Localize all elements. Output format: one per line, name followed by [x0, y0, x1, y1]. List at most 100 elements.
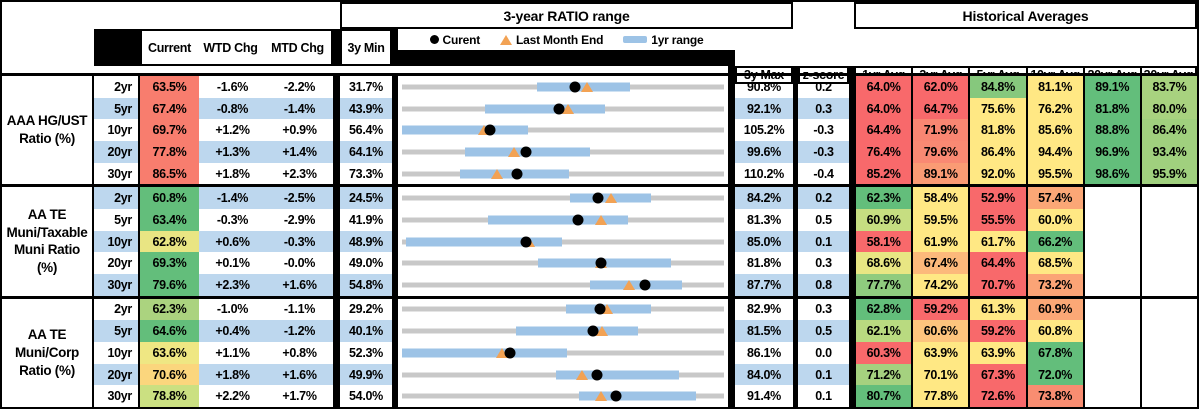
col-header-3y-max: 3y Max	[735, 66, 793, 84]
col-header-3y-min: 3y Min	[340, 29, 392, 66]
avg-cell: 62.1%	[854, 320, 912, 342]
avg-cell	[1139, 363, 1197, 386]
mtd-chg-cell: -2.9%	[283, 212, 316, 227]
divider	[392, 119, 398, 142]
z-score-cell: 0.3	[815, 302, 832, 317]
table-row: 20yr 77.8% +1.3% +1.4% 64.1% 99.6% -0.3 …	[2, 141, 1197, 163]
avg-cell	[1139, 342, 1197, 364]
divider	[849, 141, 854, 163]
current-cell: 69.3%	[140, 252, 199, 275]
current-dot-icon	[429, 35, 439, 44]
avg-cell: 70.7%	[968, 274, 1026, 296]
z-score-cell: 0.3	[798, 97, 849, 120]
divider	[333, 162, 340, 185]
z-score-cell: 0.8	[798, 274, 849, 296]
current-marker	[591, 369, 603, 380]
avg-cell	[1082, 363, 1140, 386]
range-chart-cell	[398, 298, 728, 321]
current-marker	[572, 214, 584, 226]
avg-cell: 83.7%	[1139, 76, 1197, 98]
divider	[793, 209, 798, 231]
wtd-chg-cell: +1.1%	[215, 345, 250, 360]
divider	[392, 385, 398, 408]
min-3y-cell: 43.9%	[340, 97, 392, 120]
last-month-end-triangle-icon	[500, 34, 513, 45]
tenor-cell: 5yr	[94, 97, 140, 120]
current-marker	[595, 257, 607, 269]
divider	[392, 342, 398, 364]
max-3y-cell: 84.2%	[735, 187, 793, 209]
table-row: 20yr 70.6% +1.8% +1.6% 49.9% 84.0% 0.1 7…	[2, 363, 1197, 386]
min-3y-cell: 24.5%	[340, 187, 392, 209]
max-3y-cell: 82.9%	[747, 302, 781, 317]
avg-cell: 98.6%	[1082, 162, 1140, 185]
min-3y-cell: 56.4%	[349, 123, 383, 138]
tenor-cell: 10yr	[94, 230, 140, 253]
range-1yr-bar	[484, 104, 606, 113]
min-3y-cell: 29.2%	[349, 302, 383, 317]
divider	[728, 141, 735, 163]
group-label: AAA HG/UST Ratio (%)	[2, 76, 94, 185]
avg-cell: 67.4%	[911, 252, 969, 275]
avg-cell: 60.9%	[1025, 298, 1083, 321]
divider	[333, 141, 340, 163]
last-month-end-marker	[496, 347, 509, 358]
min-3y-cell: 52.3%	[349, 345, 383, 360]
max-3y-cell: 81.8%	[747, 256, 781, 271]
last-month-end-marker	[477, 125, 490, 136]
wtd-chg-cell: +0.1%	[215, 256, 250, 271]
max-3y-cell: 81.3%	[747, 212, 781, 227]
avg-cell	[1139, 274, 1197, 296]
table-row: 30yr 78.8% +2.2% +1.7% 54.0% 91.4% 0.1 8…	[2, 385, 1197, 408]
divider	[333, 209, 340, 231]
current-marker	[587, 325, 599, 337]
divider	[333, 274, 340, 296]
tenor-cell: 20yr	[94, 141, 140, 163]
divider	[333, 29, 340, 66]
current-cell: 62.8%	[140, 230, 199, 253]
range-chart-cell	[398, 141, 728, 163]
mtd-chg-cell: +0.9%	[282, 123, 317, 138]
avg-cell: 77.8%	[911, 385, 969, 408]
current-cell: 69.7%	[140, 119, 199, 142]
tenor-cell: 30yr	[94, 162, 140, 185]
divider	[333, 342, 340, 364]
avg-cell	[1139, 209, 1197, 231]
divider	[849, 97, 854, 120]
max-3y-cell: 84.0%	[735, 363, 793, 386]
avg-cell: 66.2%	[1025, 230, 1083, 253]
current-marker	[553, 103, 565, 114]
range-chart-cell	[398, 385, 728, 408]
table-row: 2yr 63.5% -1.6% -2.2% 31.7% 90.8% 0.2 64…	[2, 76, 1197, 98]
divider	[728, 209, 735, 231]
max-3y-cell: 91.4%	[747, 389, 781, 404]
divider	[728, 119, 735, 142]
last-month-end-marker	[594, 391, 607, 402]
divider	[392, 29, 398, 66]
min-3y-cell: 40.1%	[340, 320, 392, 342]
tenor-header-block	[94, 29, 140, 66]
divider	[392, 252, 398, 275]
legend: Curent Last Month End 1yr range	[398, 29, 735, 66]
mtd-chg-cell: -1.1%	[283, 302, 316, 317]
range-bar-icon	[623, 36, 648, 43]
current-cell: 77.8%	[140, 141, 199, 163]
divider	[728, 342, 735, 364]
divider	[333, 76, 340, 98]
avg-cell: 80.7%	[854, 385, 912, 408]
max-3y-cell: 85.0%	[735, 230, 793, 253]
avg-cell: 60.6%	[911, 320, 969, 342]
mtd-chg-cell: +1.6%	[266, 363, 333, 386]
wtd-chg-cell: -0.3%	[216, 212, 249, 227]
legend-last-month-end-label: Last Month End	[516, 32, 604, 47]
divider	[793, 141, 798, 163]
avg-cell	[1082, 298, 1140, 321]
range-chart-cell	[398, 230, 728, 253]
tenor-cell: 10yr	[94, 342, 140, 364]
last-month-end-marker	[562, 103, 575, 114]
max-3y-cell: 92.1%	[735, 97, 793, 120]
range-1yr-bar	[515, 326, 639, 336]
current-cell: 78.8%	[140, 385, 199, 408]
range-line	[402, 127, 724, 133]
current-marker	[610, 390, 622, 402]
